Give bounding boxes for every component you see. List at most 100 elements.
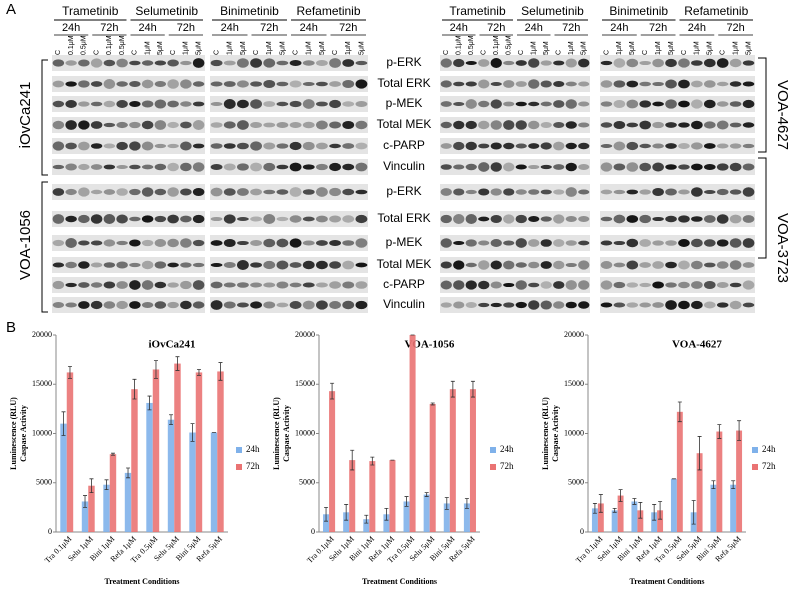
blot-band <box>355 281 368 289</box>
blot-band <box>116 81 128 87</box>
blot-band <box>478 100 490 108</box>
blot-band <box>276 302 289 308</box>
blot-band <box>116 121 128 129</box>
blot-band <box>141 187 154 197</box>
blot-band <box>465 99 477 109</box>
y-tick-label: 5000 <box>36 478 52 487</box>
legend-label: 72h <box>246 461 260 471</box>
error-bar <box>330 382 335 400</box>
blot-band <box>528 120 540 130</box>
bar <box>363 519 370 532</box>
blot-band <box>302 300 315 310</box>
blot-band <box>263 101 276 107</box>
blot-band <box>600 143 613 149</box>
bar-group <box>651 504 658 532</box>
blot-strip <box>210 257 368 273</box>
blot-band <box>141 100 154 108</box>
blot-band <box>129 188 141 196</box>
bar-group <box>124 467 132 532</box>
blot-band <box>613 281 626 289</box>
blot-band <box>236 163 249 171</box>
bar-group <box>363 514 370 532</box>
blot-band <box>729 282 742 288</box>
blot-band <box>440 238 452 248</box>
blot-strip <box>52 184 205 200</box>
blot-strip <box>600 211 755 227</box>
y-tick-label: 10000 <box>564 428 584 437</box>
blot-band <box>691 99 703 109</box>
legend-swatch <box>490 447 496 453</box>
dose-label: C <box>481 50 488 55</box>
blot-band <box>578 164 590 170</box>
blot-band <box>65 261 77 269</box>
blot-band <box>465 81 477 87</box>
dose-label: C <box>603 50 610 55</box>
blot-band <box>553 281 565 289</box>
dose-label: 5μM <box>279 41 286 55</box>
blot-band <box>315 187 328 197</box>
dose-label: 1μM <box>531 41 538 55</box>
blot-band <box>90 240 103 246</box>
blot-band <box>490 281 502 289</box>
blot-band <box>78 214 90 224</box>
blot-band <box>652 58 664 68</box>
blot-band <box>192 58 205 68</box>
blot-band <box>703 164 716 170</box>
blot-band <box>65 238 77 248</box>
bar <box>403 501 410 532</box>
blot-band <box>355 262 368 268</box>
blot-band <box>103 79 116 89</box>
blot-band <box>729 58 742 68</box>
blot-band <box>613 141 626 151</box>
blot-band <box>453 81 465 87</box>
blot-band <box>342 188 355 196</box>
bar-group <box>109 452 117 532</box>
blot-band <box>276 189 289 195</box>
blot-band <box>355 142 368 150</box>
blot-band <box>210 300 223 310</box>
blot-strip <box>600 257 755 273</box>
blot-band <box>342 79 355 89</box>
blot-band <box>103 143 116 149</box>
blot-band <box>223 143 236 149</box>
dose-label: C <box>253 50 260 55</box>
bar-group <box>631 498 638 532</box>
blot-band <box>626 80 639 88</box>
blot-band <box>665 58 677 68</box>
blot-band <box>180 141 192 151</box>
blot-band <box>703 262 716 268</box>
blot-band <box>129 141 141 151</box>
dose-label: 1μM <box>694 41 701 55</box>
blot-band <box>652 162 664 172</box>
dose-label: C <box>170 50 177 55</box>
error-bar <box>638 502 643 519</box>
blot-band <box>490 239 502 247</box>
bar-group <box>443 497 450 532</box>
blot-band <box>180 60 192 66</box>
chart-title: VOA-1056 <box>405 339 455 351</box>
blot-band <box>103 301 116 309</box>
time-label: 72h <box>339 22 357 34</box>
blot-band <box>315 101 328 107</box>
blot-band <box>90 164 103 170</box>
drug-name: Binimetinib <box>609 4 668 18</box>
blot-band <box>729 300 742 310</box>
time-label: 24h <box>525 22 543 34</box>
drug-name: Trametinib <box>449 4 506 18</box>
blot-band <box>223 214 236 224</box>
blot-band <box>678 79 690 89</box>
blot-band <box>192 162 205 172</box>
blot-band <box>440 80 452 88</box>
blot-band <box>600 162 613 172</box>
error-bar <box>737 420 742 441</box>
blot-band <box>540 142 552 150</box>
blot-band <box>490 214 502 224</box>
time-label: 24h <box>300 22 318 34</box>
blot-band <box>129 121 141 129</box>
blot-band <box>515 214 527 224</box>
blot-band <box>141 301 154 309</box>
error-bar <box>110 452 115 456</box>
blot-band <box>578 81 590 87</box>
bar-group <box>343 504 350 532</box>
